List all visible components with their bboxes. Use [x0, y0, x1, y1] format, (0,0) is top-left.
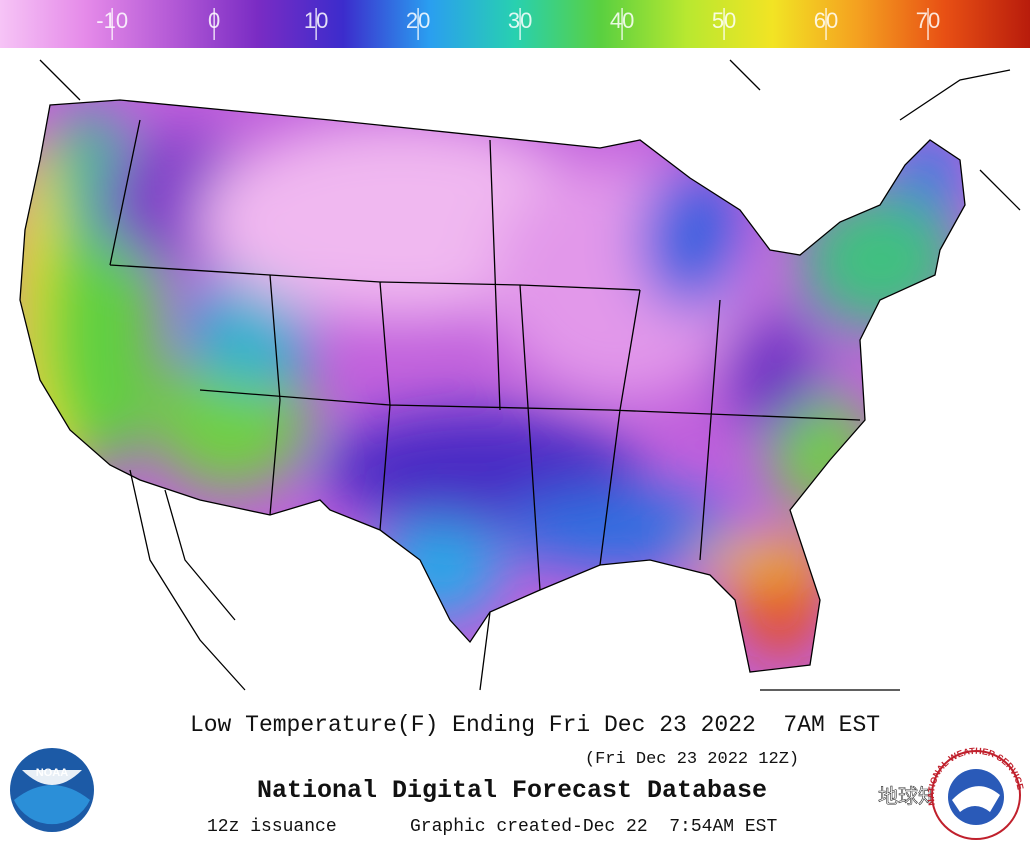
temperature-field — [20, 100, 965, 672]
colorbar-tick-label: 70 — [916, 8, 940, 33]
colorbar-tick-label: -10 — [96, 8, 128, 33]
colorbar-tick-label: 60 — [814, 8, 838, 33]
colorbar-tick-label: 30 — [508, 8, 532, 33]
colorbar-tick-label: 0 — [208, 8, 220, 33]
colorbar — [0, 0, 1030, 48]
noaa-label: NOAA — [36, 767, 68, 779]
database-name: National Digital Forecast Database — [257, 776, 767, 805]
colorbar-tick-label: 50 — [712, 8, 736, 33]
colorbar-tick-label: 10 — [304, 8, 328, 33]
nws-logo: NATIONAL WEATHER SERVICE — [926, 746, 1026, 840]
boundaries — [19, 59, 1021, 691]
map-title: Low Temperature(F) Ending Fri Dec 23 202… — [190, 712, 880, 738]
noaa-logo: NOAA — [10, 748, 94, 832]
issuance: 12z issuance — [207, 817, 337, 837]
colorbar-tick-label: 40 — [610, 8, 634, 33]
colorbar-tick-label: 20 — [406, 8, 430, 33]
colorbar-ticks: -10 0 10 20 30 40 50 60 70 — [96, 8, 940, 40]
map-subtitle: (Fri Dec 23 2022 12Z) — [585, 750, 799, 769]
created: Graphic created-Dec 22 7:54AM EST — [410, 817, 777, 837]
